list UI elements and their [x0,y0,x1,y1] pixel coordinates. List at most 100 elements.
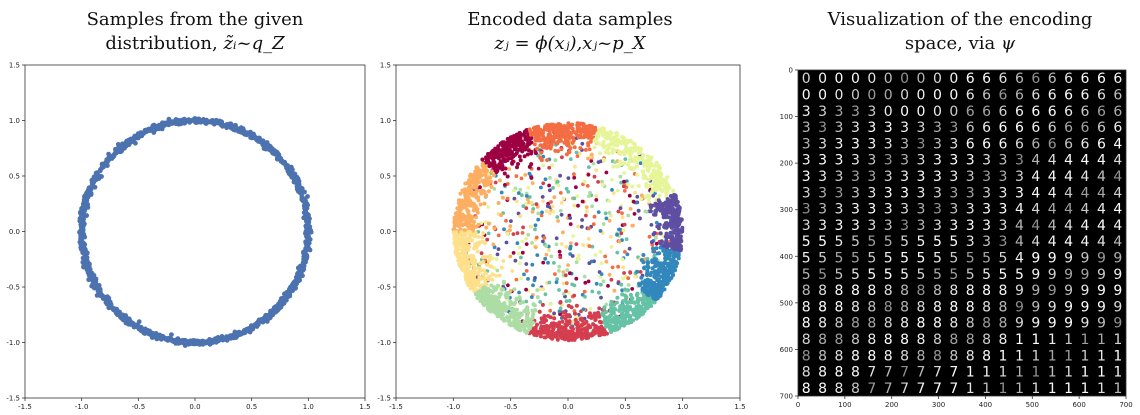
x-tick-label: 100 [838,401,851,409]
data-point [572,203,577,208]
data-point [539,150,544,155]
data-point [452,215,457,220]
data-point [508,299,513,304]
data-point [541,130,546,135]
data-point [588,190,592,195]
data-point [603,211,608,216]
data-point [582,179,587,184]
data-point [550,204,555,209]
y-tick-label: -0.5 [377,284,391,292]
data-point [478,168,483,173]
data-point [482,201,487,206]
data-point [560,314,565,319]
digit-cell: 0 [884,71,893,87]
data-point [277,299,283,304]
data-point [528,129,533,134]
data-point [647,159,652,164]
digit-cell: 6 [982,136,991,152]
digit-cell: 3 [802,185,811,201]
data-point [656,226,661,231]
data-point [292,175,298,180]
data-point [567,299,572,303]
data-point [463,239,467,244]
data-point [471,223,476,228]
data-point [655,271,660,276]
data-point [591,322,596,327]
data-point [533,276,537,280]
data-point [544,244,549,249]
data-point [508,254,513,259]
data-point [538,326,543,331]
data-point [567,336,572,341]
data-point [566,176,571,181]
data-point [644,182,649,186]
data-point [493,147,498,152]
data-point [459,263,464,268]
data-point [626,288,630,293]
data-point [628,139,633,144]
data-point [570,329,575,334]
data-point [564,330,569,335]
data-point [303,229,309,235]
data-point [559,242,564,246]
data-point [648,174,653,179]
data-point [627,246,632,251]
data-point [541,317,546,322]
data-point [663,256,668,261]
digit-cell: 4 [1097,202,1106,218]
data-point [100,163,106,169]
data-point [568,222,573,227]
data-point [614,131,619,136]
data-point [650,266,655,271]
digit-cell: 3 [867,153,876,169]
data-point [473,242,478,247]
data-point [585,184,590,188]
data-point [558,306,563,311]
data-point [504,240,509,245]
data-point [234,334,240,339]
data-point [485,168,489,173]
encoded-points [451,121,685,343]
data-point [524,269,529,273]
data-point [644,176,648,180]
digit-cell: 6 [982,71,991,87]
digit-cell: 0 [835,71,844,87]
digit-cell: 6 [1064,71,1073,87]
data-point [623,250,627,254]
data-point [508,228,512,233]
data-point [574,185,578,190]
digit-cell: 3 [933,185,942,201]
data-point [594,198,599,202]
data-point [455,239,460,244]
data-point [133,140,138,146]
data-point [516,211,521,216]
digit-cell: 6 [999,104,1008,120]
data-point [481,268,486,273]
digit-cell: 3 [835,120,844,136]
data-point [578,146,583,151]
data-point [634,293,639,298]
digit-cell: 3 [982,169,991,185]
x-tick-label: 600 [1072,401,1085,409]
data-point [619,231,624,236]
data-point [304,235,310,240]
digit-cell: 3 [933,202,942,218]
data-point [465,219,469,223]
data-point [517,154,522,159]
data-point [471,175,476,180]
data-point [520,239,525,244]
digit-cell: 3 [917,136,926,152]
data-point [602,332,607,337]
digit-cell: 4 [1064,169,1073,185]
data-point [558,255,563,260]
data-point [526,232,531,237]
digit-cell: 0 [933,71,942,87]
data-point [302,249,308,255]
data-point [475,271,480,276]
data-point [572,293,577,298]
data-point [540,195,545,199]
data-point [287,290,292,296]
data-point [574,260,579,265]
data-point [534,202,539,207]
data-point [196,341,202,347]
